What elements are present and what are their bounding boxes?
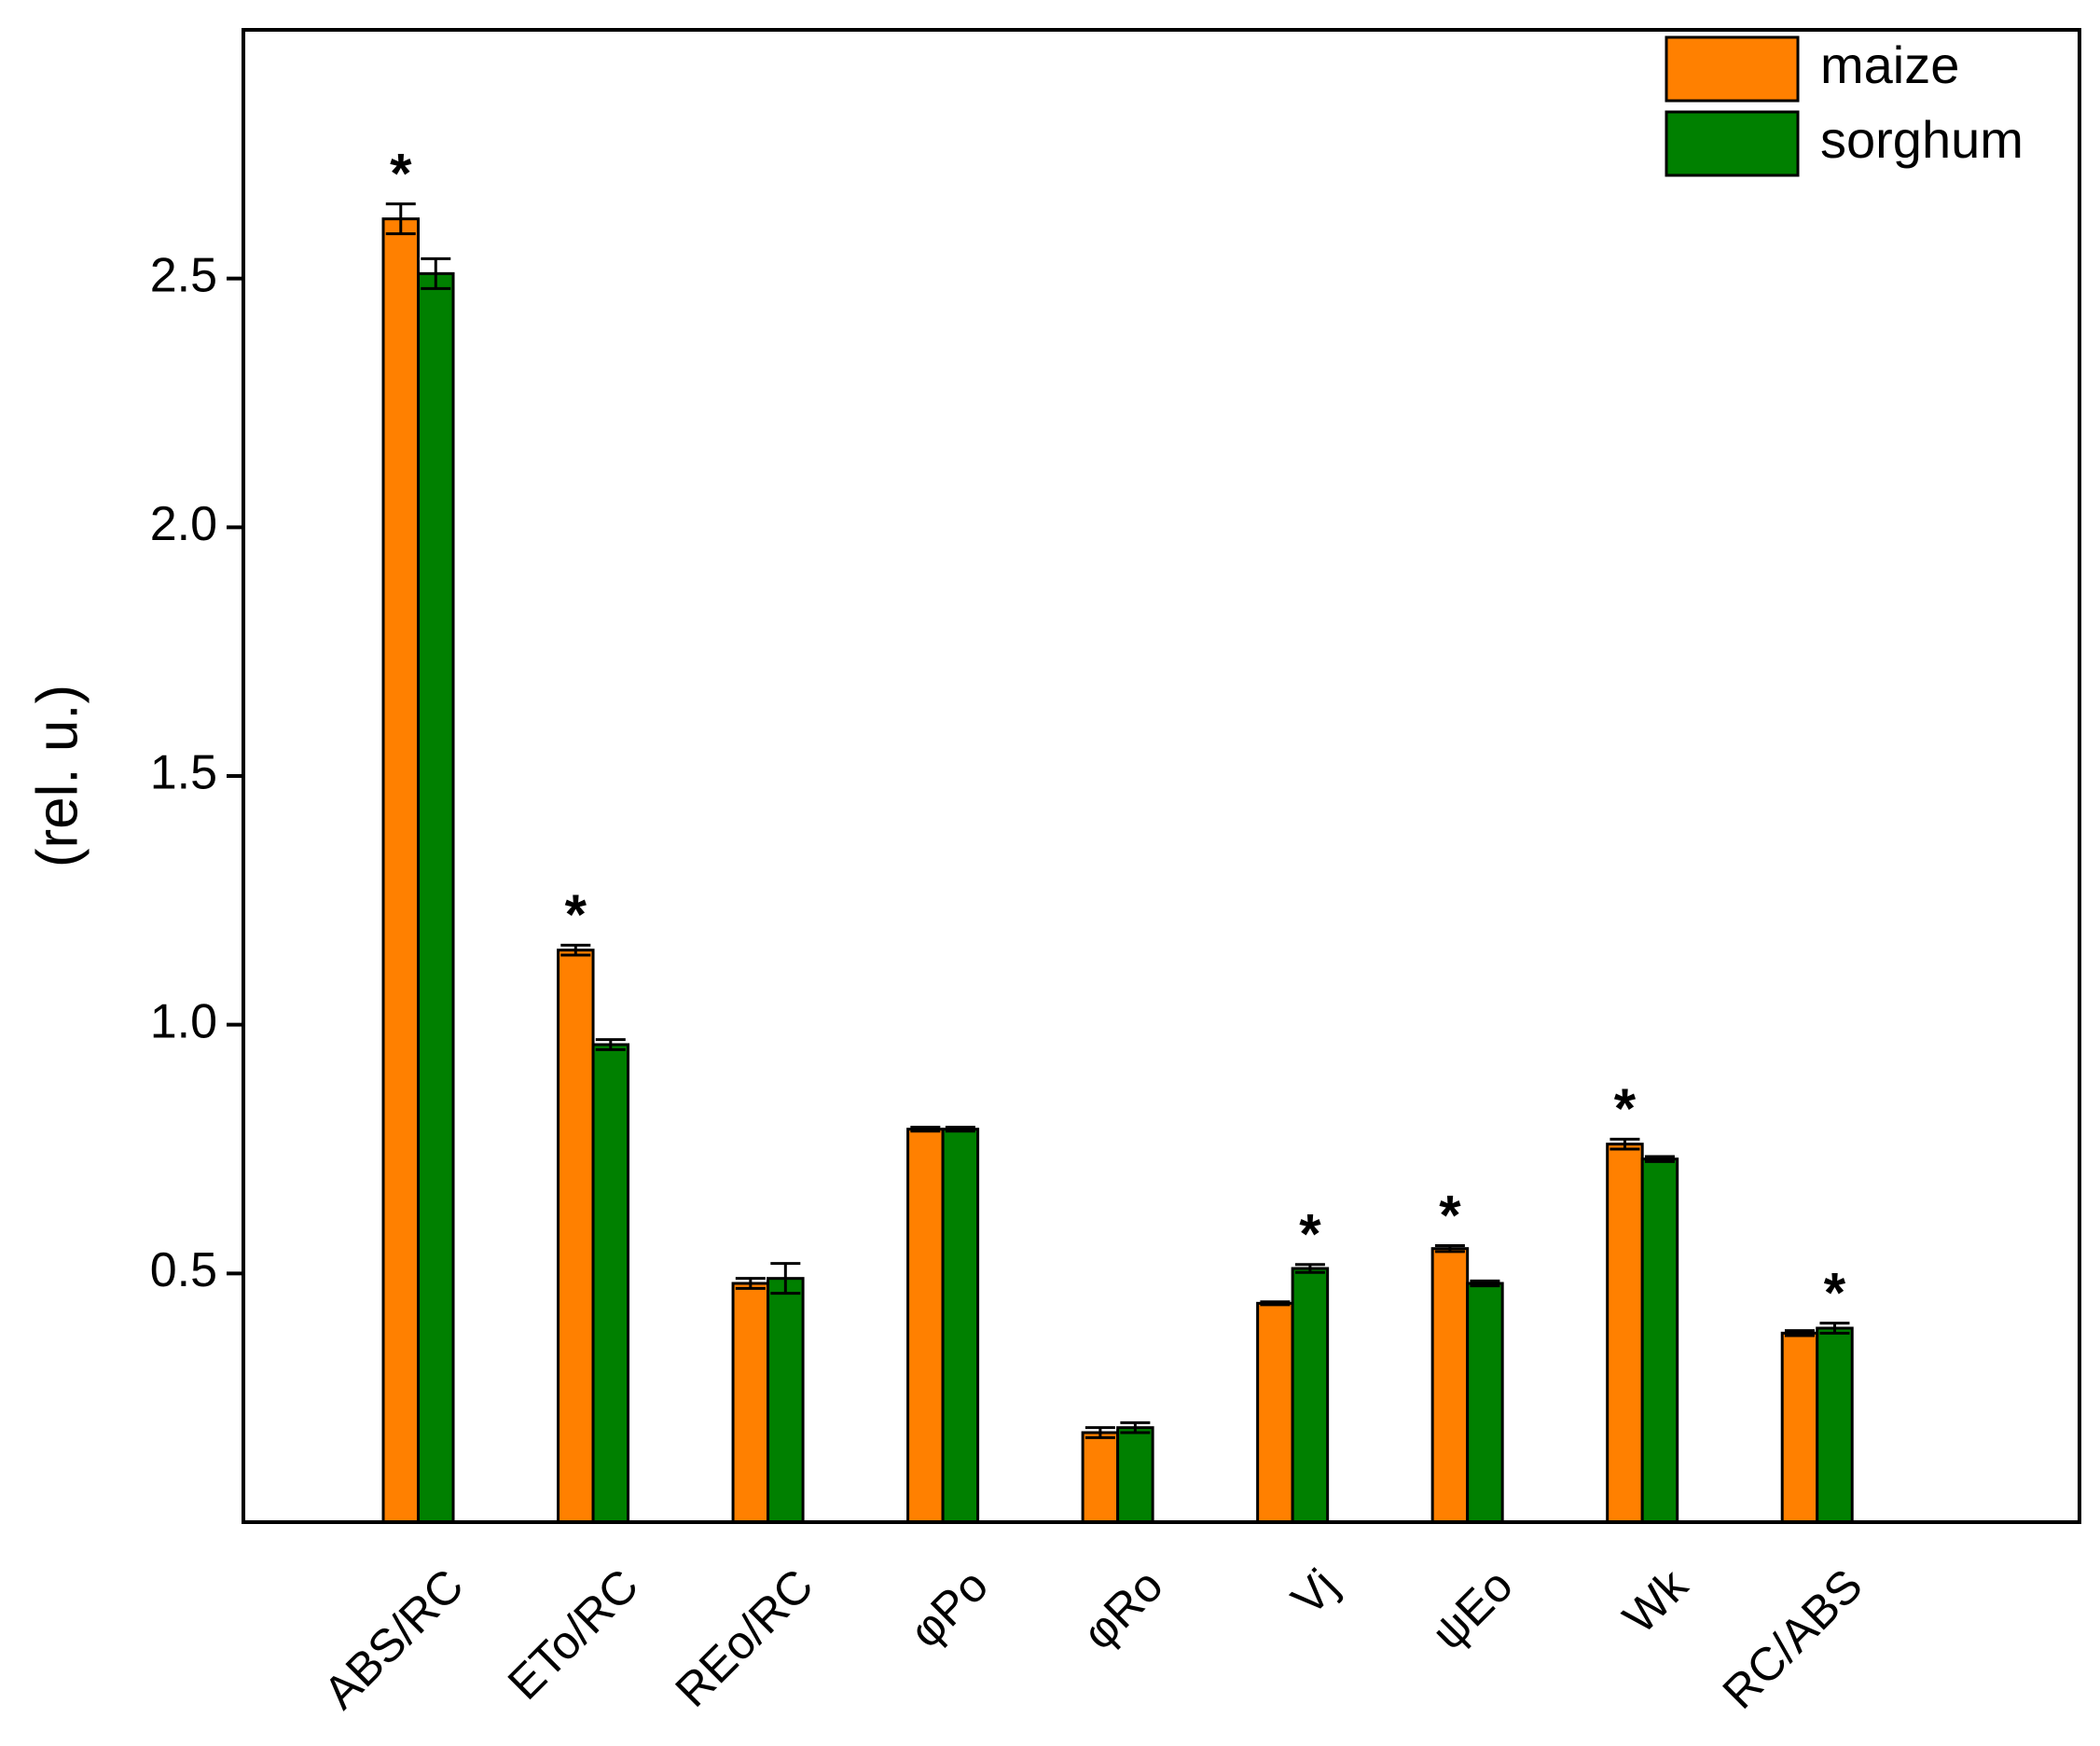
y-tick-label: 1.5 [150, 746, 217, 800]
error-bar [560, 943, 591, 957]
bar [1780, 1331, 1819, 1524]
y-tick-label: 1.0 [150, 994, 217, 1048]
bar [1081, 1431, 1120, 1524]
bar [731, 1282, 770, 1524]
legend-label: maize [1820, 35, 1959, 94]
legend-swatch [1665, 35, 1800, 103]
bar [1430, 1247, 1470, 1524]
bar [1256, 1301, 1294, 1524]
error-bar [595, 1038, 626, 1051]
bar [1640, 1157, 1679, 1524]
error-bar [1434, 1243, 1465, 1254]
bar [906, 1128, 945, 1524]
error-bar [1294, 1263, 1325, 1274]
significance-mark: * [1614, 1077, 1637, 1140]
error-bar [1784, 1329, 1815, 1337]
error-bar [1260, 1300, 1291, 1307]
significance-mark: * [1439, 1184, 1461, 1246]
error-bar [1644, 1155, 1675, 1163]
y-axis-label: (rel. u.) [25, 685, 90, 867]
error-bar [945, 1126, 975, 1133]
error-bar [385, 202, 416, 236]
bar [1116, 1426, 1154, 1524]
bar [381, 217, 421, 1524]
bar [417, 271, 455, 1524]
error-bar [1085, 1426, 1115, 1439]
error-bar [1610, 1137, 1640, 1151]
significance-mark: * [390, 143, 412, 205]
error-bar [1819, 1322, 1850, 1335]
bar [1816, 1326, 1854, 1524]
plot-frame [242, 28, 2081, 1524]
bar [1466, 1282, 1504, 1524]
error-bar [1470, 1279, 1500, 1288]
bar [557, 949, 595, 1524]
error-bar [421, 256, 451, 290]
error-bar [910, 1126, 941, 1133]
bar [767, 1277, 805, 1524]
y-tick-label: 0.5 [150, 1243, 217, 1297]
significance-mark: * [565, 883, 587, 946]
y-tick-label: 2.5 [150, 248, 217, 302]
bar [941, 1128, 980, 1524]
significance-mark: * [1299, 1203, 1321, 1266]
error-bar [1120, 1420, 1151, 1434]
legend-label: sorghum [1820, 110, 2024, 169]
bar [1291, 1267, 1330, 1524]
error-bar [735, 1277, 766, 1290]
significance-mark: * [1824, 1262, 1846, 1324]
y-tick-label: 2.0 [150, 497, 217, 551]
legend-swatch [1665, 110, 1800, 177]
error-bar [770, 1262, 801, 1296]
bar [591, 1043, 630, 1524]
bar [1606, 1143, 1644, 1524]
